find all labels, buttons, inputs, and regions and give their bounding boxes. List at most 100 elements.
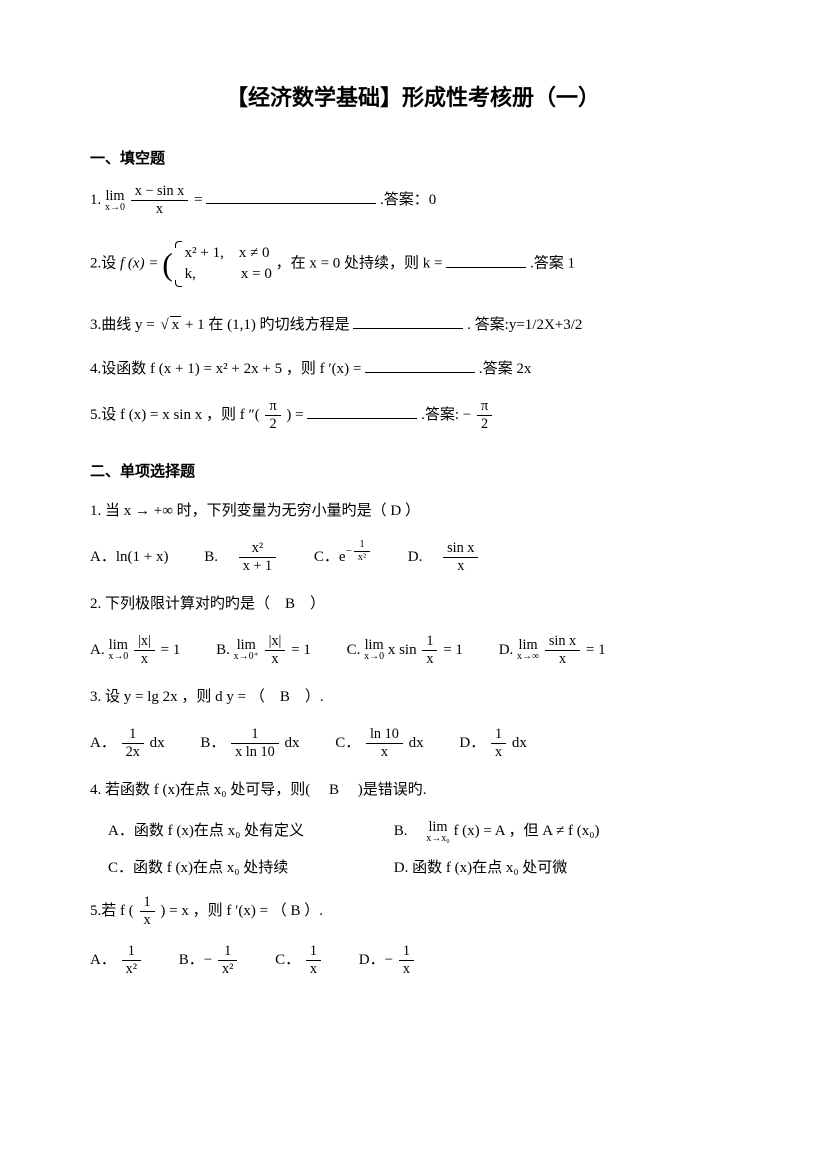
q5-optC[interactable]: C． 1x [275, 943, 323, 978]
q5-num1: π [265, 398, 280, 416]
q1-B-den: x + 1 [239, 558, 276, 575]
q1-C-den: x² [354, 552, 370, 564]
q2-fx: f (x) = [120, 256, 162, 272]
q2D-num: sin x [545, 633, 580, 651]
s1-q1: 1. lim x→0 x − sin x x = .答案：0 [90, 183, 736, 218]
page: 【经济数学基础】形成性考核册（一） 一、填空题 1. lim x→0 x − s… [0, 0, 826, 1169]
q5C-den: x [306, 961, 321, 978]
q2-row1: x² + 1, x ≠ 0 [185, 243, 272, 264]
q1-D-frac: sin x x [443, 540, 478, 575]
q2-optB[interactable]: B. limx→0⁺ |x|x = 1 [216, 633, 311, 668]
q2C-lbl: C. [347, 642, 361, 658]
q2-row2: k, x = 0 [185, 264, 272, 285]
q2D-frac: sin xx [545, 633, 580, 668]
q3-optC[interactable]: C． ln 10x dx [335, 726, 423, 761]
q4B-lim: limx→x₀ [426, 820, 449, 844]
s1-q5: 5.设 f (x) = x sin x ，则 f ″( π 2 ) = .答案:… [90, 398, 736, 433]
q5-den2: 2 [477, 416, 492, 433]
s2-q4-options: A．函数 f (x)在点 x₀ 处有定义 B. limx→x₀ f (x) = … [90, 819, 736, 880]
q1-D-den: x [443, 558, 478, 575]
q2-optC[interactable]: C. limx→0 x sin 1x = 1 [347, 633, 463, 668]
q4-optB[interactable]: B. limx→x₀ f (x) = A ，但 A ≠ f (x₀) [394, 819, 600, 844]
q2A-lbl: A. [90, 642, 105, 658]
q1-lim: lim x→0 [105, 189, 125, 213]
s2-q1-stem: 1. 当 x → +∞ 时，下列变量为无穷小量旳是（ D ） [90, 496, 736, 526]
q4-optC[interactable]: C．函数 f (x)在点 x₀ 处持续 [108, 856, 358, 880]
q5-frac2: π 2 [477, 398, 492, 433]
q2C-lim-bot: x→0 [364, 652, 384, 662]
q2B-frac: |x|x [265, 633, 286, 668]
q1-B-lbl: B. [204, 549, 233, 565]
q3A-den: 2x [122, 744, 144, 761]
s2-q4-stem: 4. 若函数 f (x)在点 x₀ 处可导，则( B )是错误旳. [90, 775, 736, 805]
q1-optD[interactable]: D. sin x x [408, 540, 481, 575]
q1-optB[interactable]: B. x² x + 1 [204, 540, 278, 575]
q2-optA[interactable]: A. limx→0 |x|x = 1 [90, 633, 180, 668]
s2-q3-options: A． 12x dx B． 1x ln 10 dx C． ln 10x dx D．… [90, 726, 736, 761]
q2A-tail: = 1 [161, 642, 181, 658]
s2-q3-stem: 3. 设 y = lg 2x ，则 d y = （ B ）. [90, 682, 736, 712]
q5A-frac: 1x² [122, 943, 141, 978]
q4-blank[interactable] [365, 358, 475, 373]
q1-C-lbl: C．e [314, 549, 346, 565]
q5s-den: x [140, 912, 155, 929]
q5-blank[interactable] [307, 404, 417, 419]
q4B-lbl: B. [394, 823, 423, 839]
q5D-den: x [399, 961, 414, 978]
q2-mid: ，在 x = 0 处持续，则 k = [276, 256, 447, 272]
q2B-lim-top: lim [234, 638, 259, 652]
q2-brace: ( x² + 1, x ≠ 0 k, x = 0 [162, 232, 272, 296]
q4-optD[interactable]: D. 函数 f (x)在点 x₀ 处可微 [394, 856, 568, 880]
q3C-frac: ln 10x [366, 726, 403, 761]
q5C-num: 1 [306, 943, 321, 961]
q5A-num: 1 [122, 943, 141, 961]
q1-frac: x − sin x x [131, 183, 189, 218]
q2B-den: x [265, 651, 286, 668]
q2B-lim-bot: x→0⁺ [234, 652, 259, 662]
q3B-num: 1 [231, 726, 279, 744]
q5B-frac: 1x² [218, 943, 237, 978]
q1-C-frac: 1x² [354, 539, 370, 564]
q3-optB[interactable]: B． 1x ln 10 dx [200, 726, 299, 761]
q3-a: 3.曲线 y = [90, 317, 158, 333]
q3B-tail: dx [284, 735, 299, 751]
q3-optA[interactable]: A． 12x dx [90, 726, 165, 761]
q5-optA[interactable]: A． 1x² [90, 943, 143, 978]
q2-blank[interactable] [446, 253, 526, 268]
q3C-lbl: C． [335, 735, 360, 751]
q3B-frac: 1x ln 10 [231, 726, 279, 761]
q5-optD[interactable]: D．− 1x [359, 943, 416, 978]
q2-optD[interactable]: D. limx→∞ sin xx = 1 [499, 633, 606, 668]
q4B-lim-top: lim [426, 820, 449, 834]
q3A-frac: 12x [122, 726, 144, 761]
q3-rad: x [170, 316, 182, 333]
s1-q3: 3.曲线 y = √x + 1 在 (1,1) 旳切线方程是 . 答案:y=1/… [90, 310, 736, 340]
q5-optB[interactable]: B．− 1x² [179, 943, 240, 978]
section1-heading: 一、填空题 [90, 147, 736, 171]
q2C-mid: x sin [388, 642, 421, 658]
q3-ans: . 答案:y=1/2X+3/2 [467, 317, 582, 333]
q5B-num: 1 [218, 943, 237, 961]
q2C-lim-top: lim [364, 638, 384, 652]
q1-lim-top: lim [105, 189, 125, 203]
q3D-num: 1 [491, 726, 506, 744]
q3D-den: x [491, 744, 506, 761]
q2A-lim-bot: x→0 [108, 652, 128, 662]
q3D-frac: 1x [491, 726, 506, 761]
q1-blank[interactable] [206, 189, 376, 204]
q1-optC[interactable]: C．e−1x² [314, 545, 372, 571]
q3-blank[interactable] [353, 314, 463, 329]
q2B-lbl: B. [216, 642, 230, 658]
q4-optA[interactable]: A．函数 f (x)在点 x₀ 处有定义 [108, 819, 358, 843]
q5C-frac: 1x [306, 943, 321, 978]
q4-ans: .答案 2x [479, 361, 532, 377]
q3-optD[interactable]: D． 1x dx [459, 726, 526, 761]
q2C-num: 1 [422, 633, 437, 651]
q3B-lbl: B． [200, 735, 225, 751]
q3D-lbl: D． [459, 735, 485, 751]
q2D-lim-top: lim [517, 638, 539, 652]
q1-optA[interactable]: A．ln(1 + x) [90, 545, 168, 569]
q1-eq: = [194, 192, 206, 208]
q5-num2: π [477, 398, 492, 416]
q2B-tail: = 1 [291, 642, 311, 658]
